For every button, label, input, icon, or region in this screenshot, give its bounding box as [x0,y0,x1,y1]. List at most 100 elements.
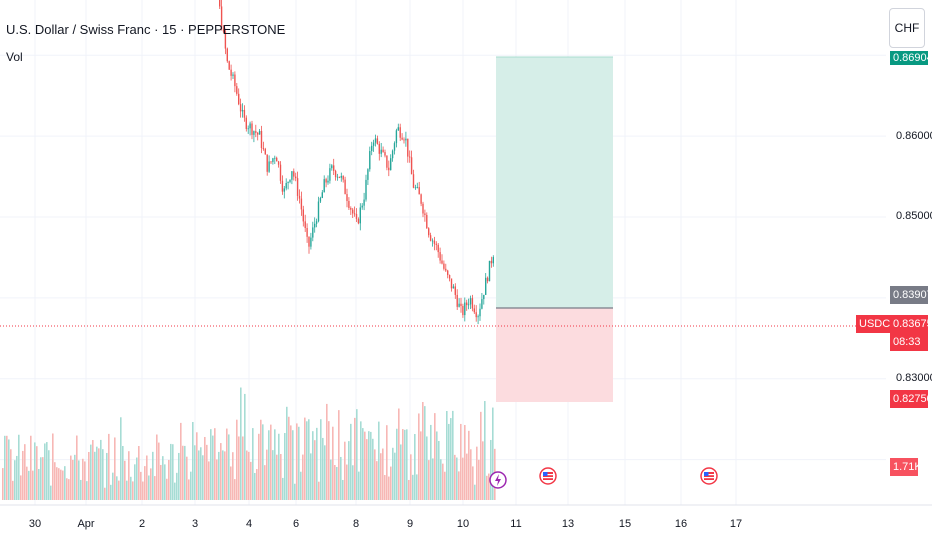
volume-bar [480,411,482,500]
us-flag-event-icon[interactable] [539,467,557,485]
candle-body [317,201,320,222]
volume-bar [260,419,262,500]
volume-bar [440,459,442,500]
time-tick: 13 [561,518,575,530]
time-tick: 6 [292,518,300,530]
volume-bar [254,472,256,500]
candle-body [340,175,342,178]
loss-zone [496,308,613,402]
volume-bar [206,444,208,500]
volume-bar [34,442,36,500]
candle-body [272,158,274,163]
candle-body [293,171,295,177]
candle-body [236,86,238,94]
volume-bar [316,427,318,500]
candle-body [251,123,253,135]
volume-bar [216,459,218,500]
time-tick: 8 [352,518,360,530]
volume-bar [110,484,112,500]
volume-bar [96,446,98,500]
volume-bar [274,429,276,500]
volume-bar [348,441,350,500]
time-tick: 4 [245,518,253,530]
volume-bar [468,430,470,500]
candle-body [247,128,249,130]
currency-button[interactable]: CHF [889,8,925,48]
candle-body [245,117,247,129]
volume-bar [182,445,184,500]
volume-bar [410,454,412,500]
candle-body [327,180,329,183]
volume-bar [246,450,248,500]
candle-body [300,198,303,210]
us-flag-event-icon[interactable] [700,467,718,485]
candle-body [450,278,453,289]
volume-bar [44,443,46,500]
volume-bar [226,428,228,500]
volume-bar [302,454,304,500]
volume-bar [398,408,400,500]
volume-bar [194,445,196,500]
volume-bar [62,470,64,500]
volume-bar [334,464,336,500]
volume-bar [12,480,14,500]
candle-body [264,149,266,155]
candle-body [315,221,318,224]
volume-bar [198,450,200,500]
candle-body [304,221,306,229]
volume-bar [404,429,406,500]
volume-bar [122,446,124,500]
volume-bar [374,449,376,500]
candle-body [492,257,494,264]
volume-bar [94,451,96,500]
volume-bar [296,423,298,500]
candle-body [414,187,417,189]
candle-body [485,277,487,295]
candle-body [232,74,234,76]
candle-body [420,194,422,204]
volume-bar [192,422,194,500]
volume-bar [434,413,436,500]
volume-bar [74,454,76,500]
volume-bar [466,453,468,500]
symbol-title[interactable]: U.S. Dollar / Swiss Franc · 15 · PEPPERS… [6,22,286,37]
candle-body [407,138,409,157]
volume-bar [106,452,108,500]
candle-body [456,294,458,307]
volume-bar [452,410,454,500]
volume-bar [248,451,250,500]
candle-body [336,176,339,178]
volume-indicator-label[interactable]: Vol [6,50,23,64]
entry-price-badge: 0.83907 [890,286,932,304]
candle-body [395,130,398,144]
candle-body [448,275,451,279]
volume-bar [22,450,24,500]
candle-body [274,157,276,159]
candle-body [219,0,221,7]
lightning-event-icon[interactable] [489,471,507,489]
volume-bar [154,476,156,500]
volume-bar [140,471,142,500]
candle-body [367,169,369,180]
candle-body [239,104,242,112]
volume-bar [132,481,134,500]
volume-bar [42,457,44,500]
volume-bar [176,472,178,500]
candle-body [268,161,270,172]
candle-body [410,157,413,175]
volume-bar [426,436,428,500]
volume-bar [18,434,20,500]
volume-bar [10,449,12,500]
volume-bar [484,401,486,500]
candle-body [460,303,462,306]
candle-body [260,130,263,149]
symbol-badge[interactable]: USDCHF [856,315,905,333]
volume-bar [144,466,146,500]
candle-body [283,188,285,192]
volume-bar [292,430,294,500]
candle-body [258,130,261,135]
volume-bar [256,469,258,500]
volume-bar [90,444,92,500]
time-tick: Apr [77,518,95,530]
